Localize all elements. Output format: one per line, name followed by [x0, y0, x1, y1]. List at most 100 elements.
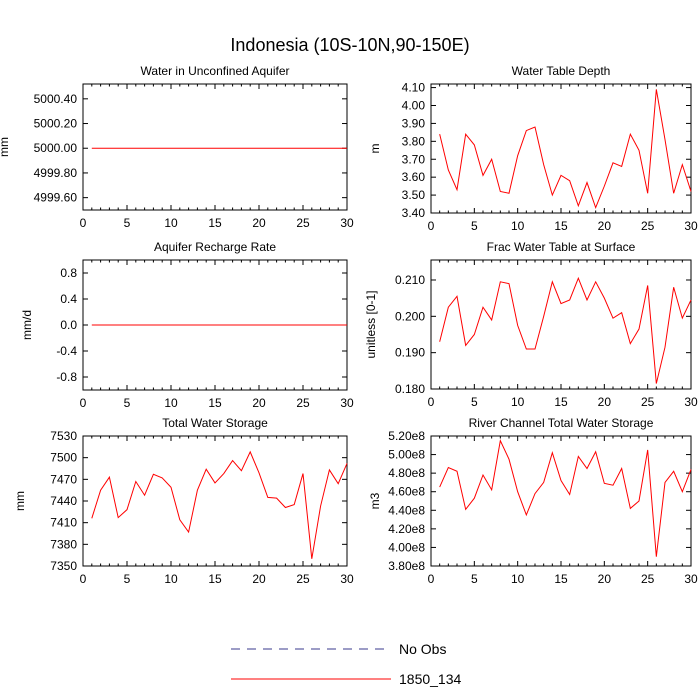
y-tick-label: 4999.60 [34, 191, 78, 205]
x-tick-label: 20 [598, 219, 612, 233]
plot-frame [82, 83, 348, 211]
panel-title: Water in Unconfined Aquifer [141, 64, 290, 78]
x-tick-label: 25 [296, 572, 310, 586]
y-tick-label: -0.8 [56, 370, 77, 384]
panel-title: Aquifer Recharge Rate [154, 240, 276, 254]
y-tick-label: 0.190 [395, 346, 425, 360]
figure-title: Indonesia (10S-10N,90-150E) [230, 35, 469, 55]
x-tick-label: 10 [164, 396, 178, 410]
x-tick-label: 20 [598, 395, 612, 409]
x-tick-label: 10 [164, 216, 178, 230]
x-tick-label: 10 [511, 395, 525, 409]
plot-frame [430, 259, 692, 390]
y-tick-label: 4.00 [402, 99, 426, 113]
panel-title: Total Water Storage [162, 416, 268, 430]
panel-title: Water Table Depth [512, 64, 611, 78]
x-tick-label: 25 [296, 216, 310, 230]
x-tick-label: 5 [124, 396, 131, 410]
legend-label-1850-134: 1850_134 [399, 671, 462, 687]
y-tick-label: 0.180 [395, 382, 425, 396]
x-tick-label: 30 [340, 572, 354, 586]
x-tick-label: 15 [554, 395, 568, 409]
x-tick-label: 5 [124, 216, 131, 230]
x-tick-label: 15 [554, 572, 568, 586]
x-tick-label: 20 [252, 216, 266, 230]
y-axis-label: mm/d [20, 310, 34, 340]
x-tick-label: 10 [511, 572, 525, 586]
x-tick-label: 10 [511, 219, 525, 233]
x-tick-label: 30 [340, 396, 354, 410]
y-tick-label: 3.90 [402, 116, 426, 130]
x-tick-label: 15 [554, 219, 568, 233]
y-tick-label: 3.80 [402, 134, 426, 148]
panel-title: Frac Water Table at Surface [487, 240, 636, 254]
x-tick-label: 0 [80, 572, 87, 586]
series-line-1 [439, 438, 692, 557]
y-tick-label: 3.80e8 [388, 559, 425, 573]
legend-label-no-obs: No Obs [399, 641, 446, 657]
x-tick-label: 5 [124, 572, 131, 586]
x-tick-label: 5 [471, 395, 478, 409]
chart-panel-2: Water Table Depth m 0 5 10 15 20 25 30 3.40 3.50 3.… [368, 64, 698, 233]
y-tick-label: 7530 [50, 429, 77, 443]
y-tick-label: 5000.20 [34, 117, 78, 131]
x-tick-label: 5 [471, 572, 478, 586]
x-tick-label: 0 [80, 396, 87, 410]
y-tick-label: 3.60 [402, 170, 426, 184]
panel-title: River Channel Total Water Storage [469, 416, 654, 430]
y-axis-label: mm [0, 137, 11, 157]
y-tick-label: 3.70 [402, 152, 426, 166]
x-tick-label: 25 [296, 396, 310, 410]
y-axis-label: m3 [368, 492, 382, 509]
y-tick-label: 5000.40 [34, 92, 78, 106]
x-tick-label: 25 [641, 219, 655, 233]
series-line-1 [91, 450, 348, 559]
x-tick-label: 5 [471, 219, 478, 233]
y-tick-label: 5.20e8 [388, 429, 425, 443]
y-tick-label: 0.8 [60, 266, 77, 280]
y-tick-label: 4999.80 [34, 166, 78, 180]
y-tick-label: 4.80e8 [388, 466, 425, 480]
x-tick-label: 10 [164, 572, 178, 586]
x-tick-label: 30 [340, 216, 354, 230]
chart-panel-1: Water in Unconfined Aquifer mm 0 5 10 15 20 25 3… [0, 64, 354, 230]
plot-frame [430, 83, 692, 214]
y-tick-label: 4.00e8 [388, 540, 425, 554]
x-tick-label: 20 [598, 572, 612, 586]
y-tick-label: 7380 [50, 537, 77, 551]
y-axis-label: unitless [0-1] [364, 290, 378, 358]
y-tick-label: 7350 [50, 559, 77, 573]
y-tick-label: 0.0 [60, 318, 77, 332]
x-tick-label: 20 [252, 572, 266, 586]
x-tick-label: 0 [428, 572, 435, 586]
y-tick-label: -0.4 [56, 344, 77, 358]
x-tick-label: 0 [428, 219, 435, 233]
y-tick-label: 4.60e8 [388, 485, 425, 499]
x-tick-label: 15 [208, 396, 222, 410]
series-line-1 [439, 276, 692, 384]
x-tick-label: 15 [208, 216, 222, 230]
plot-frame [82, 435, 348, 567]
y-tick-label: 5.00e8 [388, 448, 425, 462]
chart-panel-4: Frac Water Table at Surface unitless [0-1… [364, 240, 698, 409]
y-tick-label: 3.40 [402, 206, 426, 220]
x-tick-label: 20 [252, 396, 266, 410]
x-tick-label: 0 [80, 216, 87, 230]
y-tick-label: 4.20e8 [388, 522, 425, 536]
y-tick-label: 0.200 [395, 309, 425, 323]
x-tick-label: 30 [684, 395, 698, 409]
y-tick-label: 7440 [50, 494, 77, 508]
y-tick-label: 7410 [50, 516, 77, 530]
y-axis-label: mm [13, 491, 27, 511]
x-tick-label: 0 [428, 395, 435, 409]
y-tick-label: 7470 [50, 472, 77, 486]
panels-group: Water in Unconfined Aquifer mm 0 5 10 15 20 25 3… [0, 64, 698, 586]
chart-panel-6: River Channel Total Water Storage m3 0 5 10 1… [368, 416, 698, 586]
legend: No Obs 1850_134 [231, 641, 462, 687]
y-axis-label: m [368, 144, 382, 154]
x-tick-label: 25 [641, 395, 655, 409]
y-tick-label: 4.10 [402, 81, 426, 95]
y-tick-label: 5000.00 [34, 141, 78, 155]
x-tick-label: 30 [684, 219, 698, 233]
